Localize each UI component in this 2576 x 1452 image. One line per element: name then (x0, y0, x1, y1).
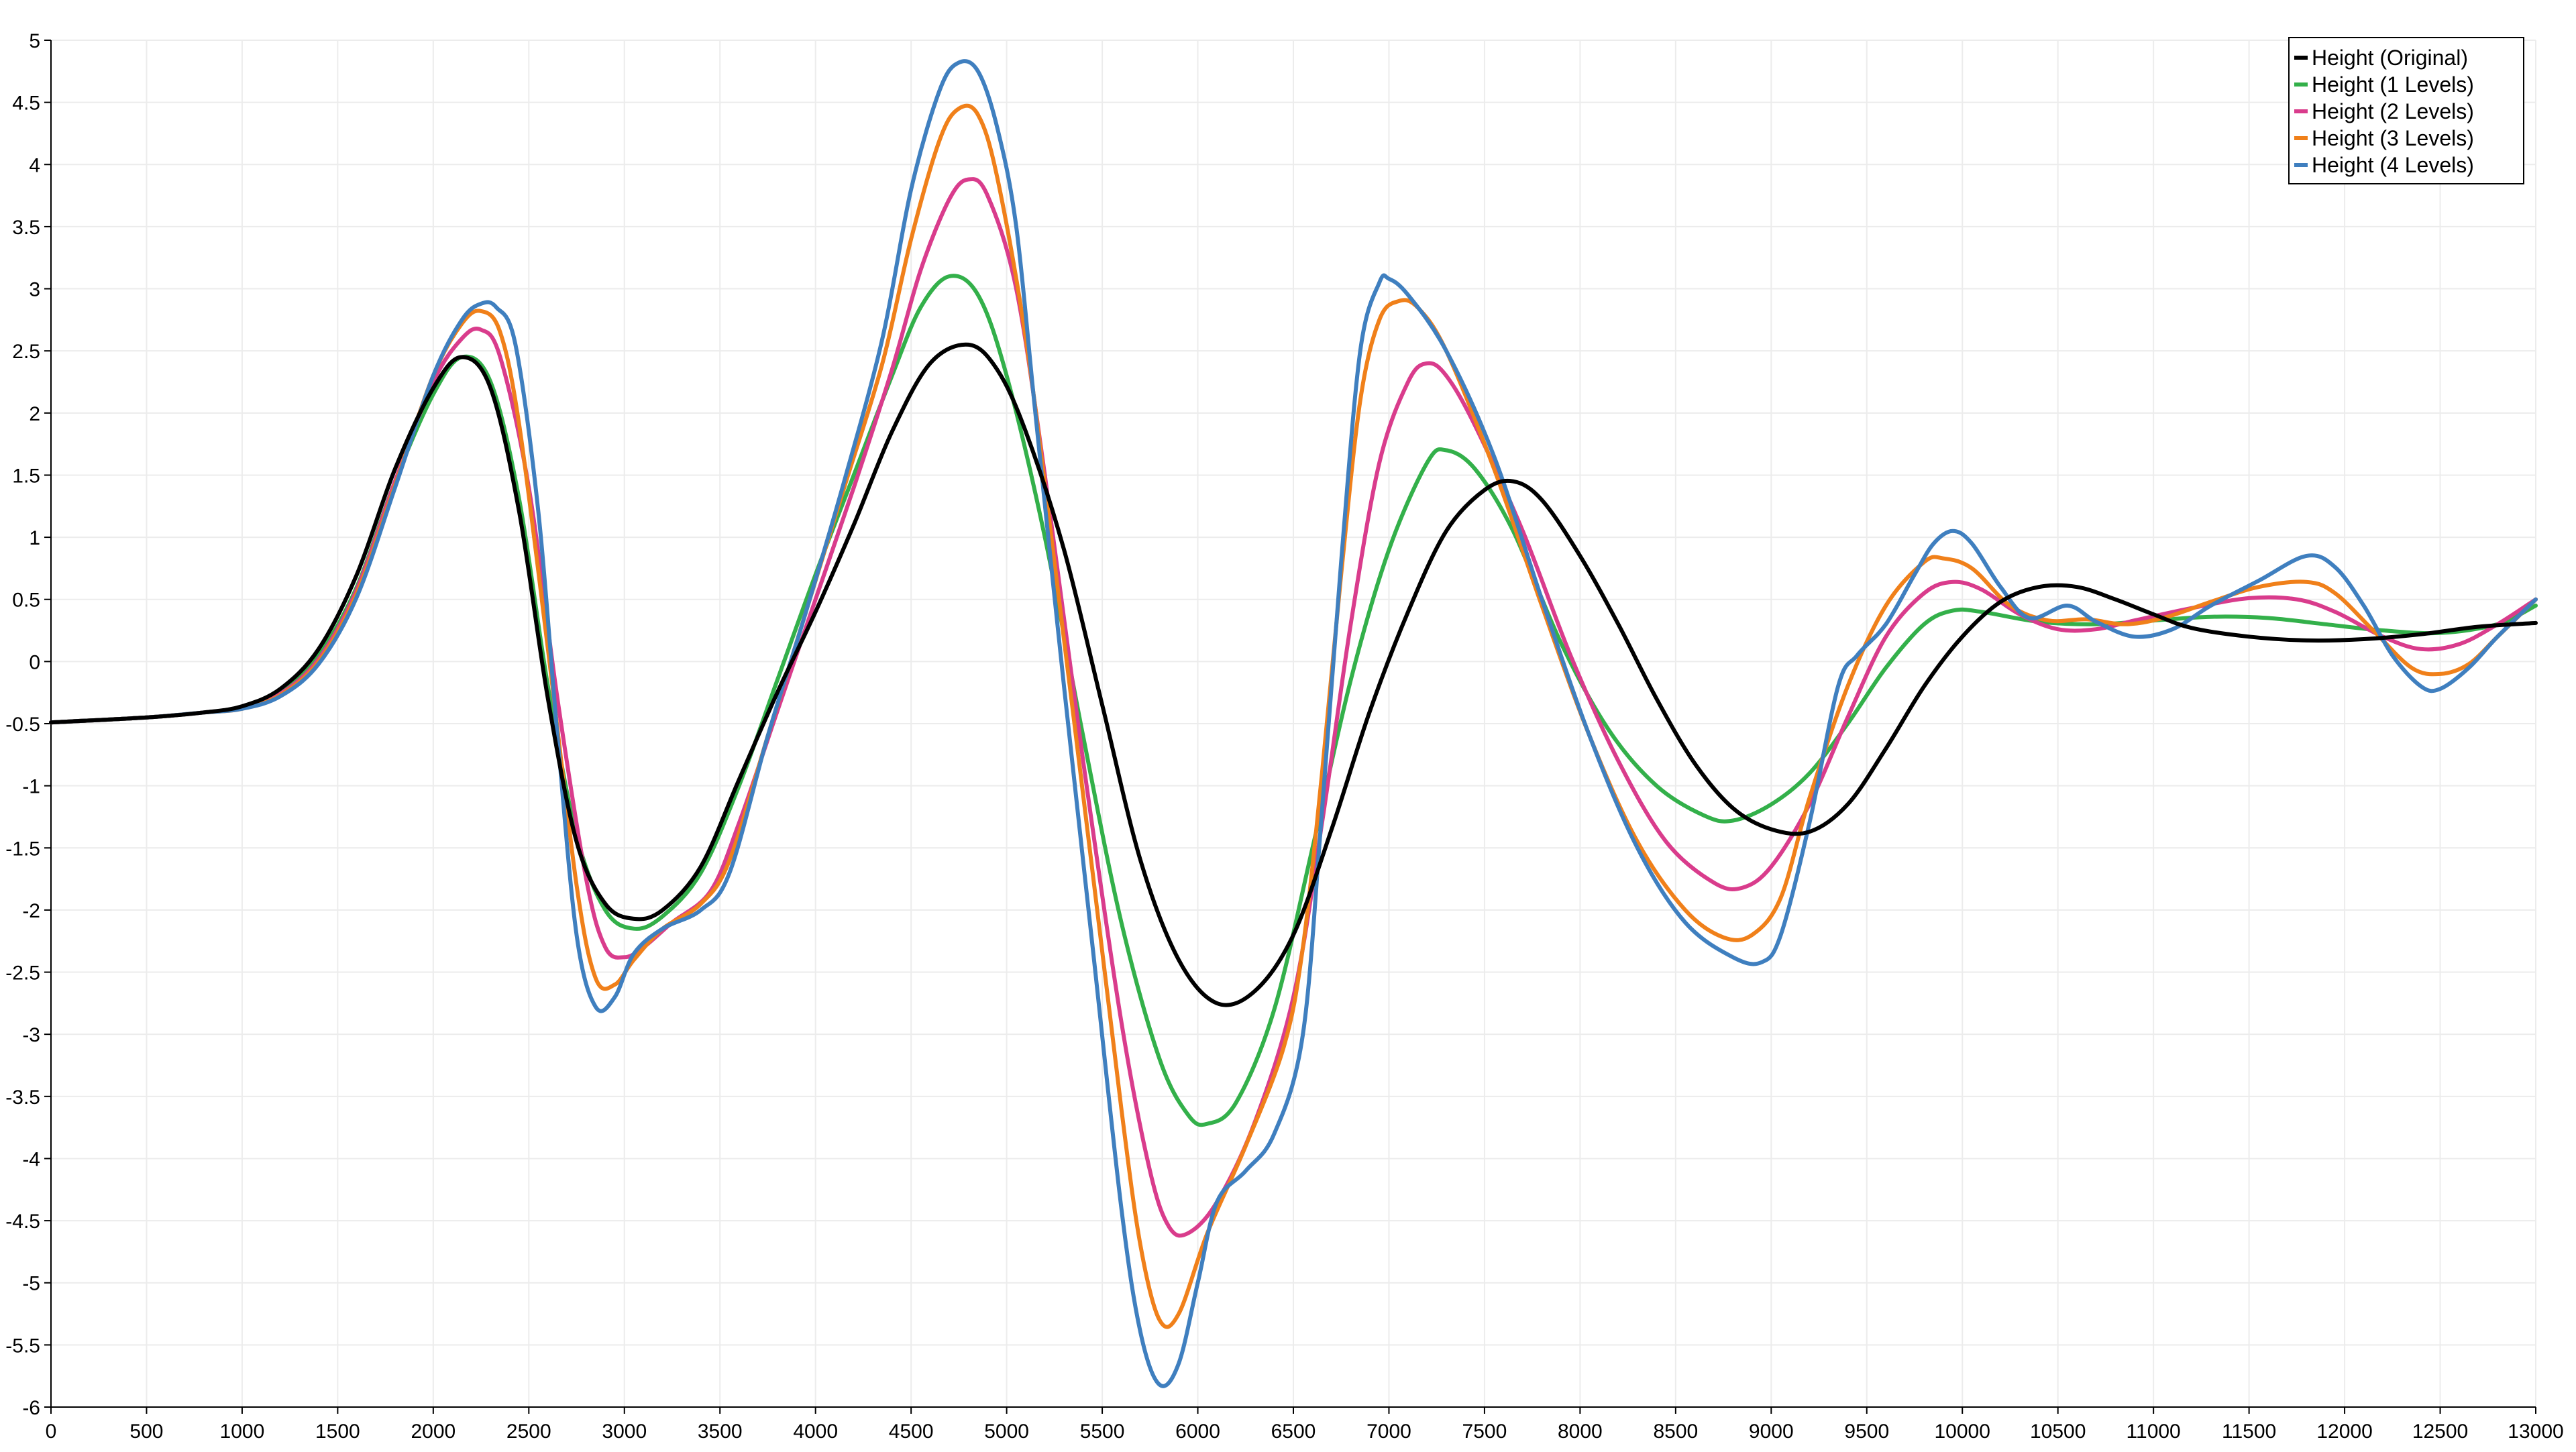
axes: 0 500 1000 1500 2000 2500 3000 3500 4000 4500 5000… (5, 30, 2563, 1443)
x-tick-label: 8000 (1558, 1420, 1603, 1443)
series-lines (49, 59, 2538, 1388)
y-tick-label: 3 (29, 279, 40, 301)
x-tick-label: 7500 (1462, 1420, 1507, 1443)
y-tick-label: -0.5 (5, 714, 40, 736)
legend-label-1: Height (1 Levels) (2312, 72, 2474, 97)
legend: Height (Original)Height (1 Levels)Height… (2288, 37, 2524, 184)
legend-box (2288, 37, 2524, 184)
x-tick-label: 12500 (2412, 1420, 2468, 1443)
x-tick-label: 6500 (1271, 1420, 1316, 1443)
x-tick-label: 11000 (2127, 1420, 2181, 1443)
legend-label-3: Height (3 Levels) (2312, 126, 2474, 150)
y-tick-label: -2.5 (5, 962, 40, 985)
y-tick-label: -4.5 (5, 1211, 40, 1233)
y-tick-label: -2 (22, 900, 40, 922)
series-line-1 (49, 274, 2538, 1127)
x-tick-label: 5000 (984, 1420, 1029, 1443)
series-line-2 (49, 177, 2538, 1238)
x-tick-label: 11500 (2222, 1420, 2276, 1443)
x-tick-label: 3000 (602, 1420, 647, 1443)
y-tick-label: -1 (22, 776, 40, 798)
grid-lines (50, 40, 2536, 1408)
x-tick-label: 7000 (1366, 1420, 1411, 1443)
y-tick-label: 0.5 (12, 590, 40, 612)
x-tick-label: 10500 (2030, 1420, 2086, 1443)
series-line-3 (49, 103, 2538, 1329)
x-tick-label: 12000 (2316, 1420, 2372, 1443)
series-line-4 (49, 59, 2538, 1388)
y-tick-label: -1.5 (5, 838, 40, 860)
y-tick-label: -3.5 (5, 1086, 40, 1109)
x-tick-label: 2000 (411, 1420, 455, 1443)
x-tick-label: 8500 (1653, 1420, 1698, 1443)
legend-label-2: Height (2 Levels) (2312, 99, 2474, 123)
x-tick-label: 13000 (2508, 1420, 2563, 1443)
x-tick-label: 3500 (698, 1420, 743, 1443)
y-tick-label: 5 (29, 30, 40, 52)
y-tick-label: 1 (29, 527, 40, 549)
y-tick-label: 0 (29, 651, 40, 673)
y-tick-label: 4.5 (12, 93, 40, 115)
x-tick-label: 1500 (315, 1420, 360, 1443)
legend-label-4: Height (4 Levels) (2312, 153, 2474, 177)
series-line-0 (49, 342, 2538, 1007)
legend-label-0: Height (Original) (2312, 46, 2468, 70)
x-tick-label: 0 (46, 1420, 57, 1443)
x-tick-label: 4500 (889, 1420, 934, 1443)
x-tick-label: 10000 (1935, 1420, 1990, 1443)
y-tick-label: 2.5 (12, 341, 40, 363)
x-tick-label: 6000 (1175, 1420, 1220, 1443)
y-tick-label: -4 (22, 1148, 40, 1170)
x-tick-label: 9000 (1749, 1420, 1794, 1443)
x-tick-label: 5500 (1080, 1420, 1125, 1443)
y-tick-label: -3 (22, 1024, 40, 1046)
x-tick-label: 2500 (506, 1420, 551, 1443)
x-tick-label: 1000 (220, 1420, 265, 1443)
x-tick-label: 500 (129, 1420, 163, 1443)
x-tick-label: 4000 (793, 1420, 838, 1443)
y-tick-label: 3.5 (12, 217, 40, 239)
y-tick-label: 2 (29, 403, 40, 425)
y-tick-label: -5.5 (5, 1335, 40, 1357)
y-tick-label: 4 (29, 154, 40, 176)
y-tick-label: -5 (22, 1273, 40, 1295)
y-tick-label: 1.5 (12, 465, 40, 487)
y-tick-label: -6 (22, 1397, 40, 1419)
x-tick-label: 9500 (1844, 1420, 1889, 1443)
